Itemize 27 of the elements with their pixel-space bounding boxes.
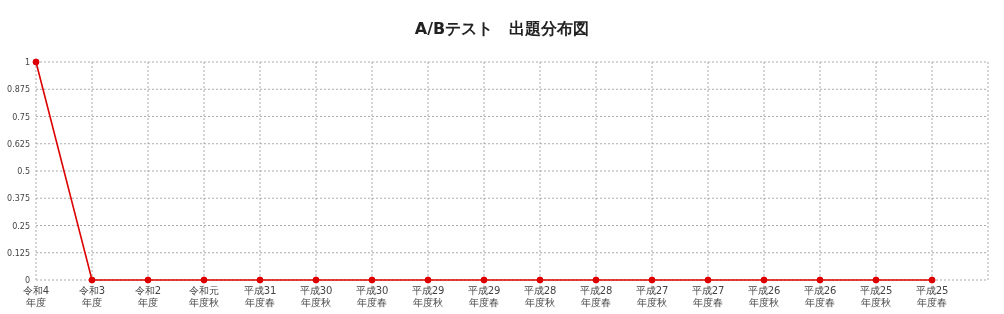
y-tick-label: 0.875 bbox=[7, 85, 30, 95]
x-tick-label: 平成30年度秋 bbox=[299, 285, 333, 308]
y-tick-label: 0.125 bbox=[7, 248, 30, 258]
x-tick-label: 平成25年度春 bbox=[915, 285, 949, 308]
y-tick-label: 0.25 bbox=[12, 221, 30, 231]
x-tick-label: 令和2年度 bbox=[134, 285, 162, 308]
y-tick-label: 1 bbox=[24, 58, 30, 67]
x-tick-label: 平成26年度秋 bbox=[747, 285, 781, 308]
x-tick-label: 令和元年度秋 bbox=[189, 285, 219, 308]
y-tick-label: 0 bbox=[24, 276, 30, 285]
x-tick-label: 平成28年度春 bbox=[579, 285, 613, 308]
x-tick-label: 平成27年度春 bbox=[691, 285, 725, 308]
x-tick-label: 平成30年度春 bbox=[355, 285, 389, 308]
y-tick-label: 0.625 bbox=[7, 139, 30, 149]
x-tick-label: 平成31年度春 bbox=[243, 285, 277, 308]
y-tick-label: 0.5 bbox=[17, 167, 30, 176]
chart-title: A/Bテスト 出題分布図 bbox=[414, 19, 590, 38]
x-tick-label: 平成27年度秋 bbox=[635, 285, 669, 308]
x-tick-label: 令和4年度 bbox=[22, 285, 50, 308]
x-tick-label: 平成29年度秋 bbox=[411, 285, 445, 308]
x-tick-label: 平成29年度春 bbox=[467, 285, 501, 308]
x-tick-label: 令和3年度 bbox=[78, 285, 106, 308]
x-tick-label: 平成25年度秋 bbox=[859, 285, 893, 308]
x-tick-label: 平成28年度秋 bbox=[523, 285, 557, 308]
y-tick-label: 0.375 bbox=[7, 194, 30, 204]
y-tick-label: 0.75 bbox=[12, 112, 30, 122]
x-tick-label: 平成26年度春 bbox=[803, 285, 837, 308]
